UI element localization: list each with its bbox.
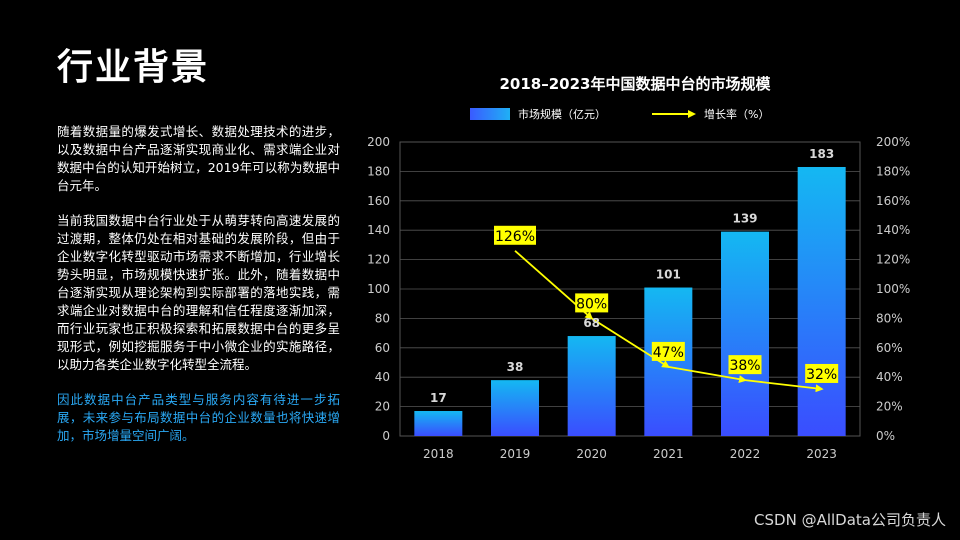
y-right-tick-label: 60%	[876, 341, 903, 355]
y-left-tick-label: 0	[382, 429, 390, 443]
legend-label-growth-rate: 增长率（%）	[704, 108, 770, 121]
growth-line-segment	[744, 379, 824, 393]
y-right-tick-label: 40%	[876, 370, 903, 384]
bar	[567, 336, 616, 436]
bar	[414, 411, 463, 436]
growth-value-label: 32%	[806, 367, 837, 383]
y-left-tick-label: 100	[367, 282, 390, 296]
legend-item-market-size: 市场规模（亿元）	[470, 106, 606, 122]
growth-label-box	[805, 363, 839, 383]
growth-value-label: 126%	[495, 229, 535, 245]
y-right-tick-label: 100%	[876, 282, 910, 296]
y-left-tick-label: 60	[375, 341, 390, 355]
legend-bar-swatch	[470, 108, 510, 120]
growth-label-box	[494, 225, 536, 245]
y-left-tick-label: 200	[367, 135, 390, 149]
watermark: CSDN @AllData公司负责人	[754, 511, 946, 529]
y-left-tick-label: 120	[367, 253, 390, 267]
x-tick-label: 2020	[576, 447, 607, 461]
intro-text: 随着数据量的爆发式增长、数据处理技术的进步，以及数据中台产品逐渐实现商业化、需求…	[57, 123, 340, 462]
legend-item-growth-rate: 增长率（%）	[650, 106, 769, 122]
legend-arrow-swatch	[652, 110, 696, 118]
growth-label-box	[651, 341, 685, 361]
bar-value-label: 101	[656, 268, 681, 282]
growth-value-label: 38%	[729, 358, 760, 374]
y-right-tick-label: 140%	[876, 223, 910, 237]
y-right-tick-label: 160%	[876, 194, 910, 208]
growth-value-label: 47%	[653, 345, 684, 361]
x-tick-label: 2018	[423, 447, 454, 461]
bar	[721, 231, 769, 436]
y-right-tick-label: 0%	[876, 429, 895, 443]
growth-line-segment	[668, 366, 747, 384]
highlight-paragraph: 因此数据中台产品类型与服务内容有待进一步拓展，未来参与布局数据中台的企业数量也将…	[57, 392, 340, 443]
growth-value-label: 80%	[576, 296, 607, 312]
growth-label-box	[575, 293, 609, 313]
x-tick-label: 2023	[806, 447, 837, 461]
y-left-tick-label: 160	[367, 194, 390, 208]
x-tick-label: 2021	[653, 447, 684, 461]
paragraph-1: 随着数据量的爆发式增长、数据处理技术的进步，以及数据中台产品逐渐实现商业化、需求…	[57, 124, 340, 193]
y-left-tick-label: 20	[375, 400, 390, 414]
y-right-tick-label: 180%	[876, 164, 910, 178]
paragraph-2: 当前我国数据中台行业处于从萌芽转向高速发展的过渡期，整体仍处在相对基础的发展阶段…	[57, 213, 340, 372]
growth-label-box	[728, 355, 762, 375]
bar	[797, 166, 846, 437]
bar-value-label: 183	[809, 147, 834, 161]
y-left-tick-label: 180	[367, 164, 390, 178]
bar-value-label: 139	[732, 212, 757, 226]
legend-label-market-size: 市场规模（亿元）	[518, 108, 606, 121]
y-left-tick-label: 80	[375, 311, 390, 325]
bar	[644, 287, 693, 436]
y-left-tick-label: 140	[367, 223, 390, 237]
chart-title: 2018–2023年中国数据中台的市场规模	[499, 75, 771, 93]
y-right-tick-label: 120%	[876, 253, 910, 267]
chart-legend: 市场规模（亿元） 增长率（%）	[470, 106, 769, 122]
bar-value-label: 38	[507, 360, 524, 374]
bar	[491, 380, 539, 436]
y-left-tick-label: 40	[375, 370, 390, 384]
bar-value-label: 68	[583, 316, 600, 330]
page-title: 行业背景	[57, 47, 210, 88]
y-right-tick-label: 80%	[876, 311, 903, 325]
y-right-tick-label: 20%	[876, 400, 903, 414]
x-tick-label: 2022	[730, 447, 761, 461]
bar-value-label: 17	[430, 391, 447, 405]
x-tick-label: 2019	[500, 447, 531, 461]
y-right-tick-label: 200%	[876, 135, 910, 149]
